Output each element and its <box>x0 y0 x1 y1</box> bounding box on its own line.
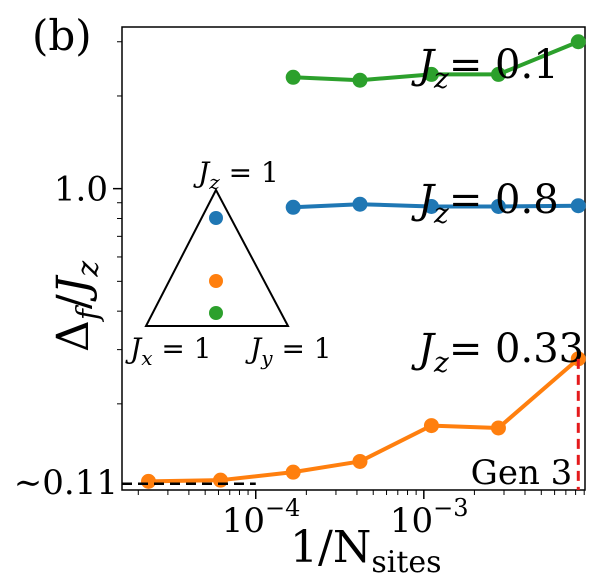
annotation-layer: ∼0.11 Gen 3 <box>14 358 580 503</box>
inset-left-label: Jx = 1 <box>125 332 212 370</box>
data-point <box>423 199 439 215</box>
inset-dot-green <box>209 306 223 320</box>
series-label: Jz= 0.8 <box>411 177 559 230</box>
series-layer: Jz= 0.1 Jz= 0.8 Jz= 0.33 <box>140 34 586 489</box>
data-point <box>213 472 229 488</box>
panel-label: (b) <box>32 11 92 60</box>
data-point <box>490 66 506 82</box>
series-1: Jz= 0.8 <box>285 177 586 230</box>
data-point <box>490 420 506 436</box>
inset-dot-orange <box>209 274 223 288</box>
data-point <box>352 72 368 88</box>
data-point <box>285 199 301 215</box>
data-point <box>285 69 301 85</box>
data-point <box>423 66 439 82</box>
inset-right-label: Jy = 1 <box>245 332 332 370</box>
data-point <box>285 464 301 480</box>
minor-ticks <box>117 41 585 495</box>
major-ticks: 10−4 10−3 1.0 <box>54 170 469 541</box>
series-label: Jz= 0.33 <box>411 326 584 379</box>
x-axis-label: 1/Nsites <box>290 522 442 580</box>
x-tick-label: 10−3 <box>390 494 469 541</box>
series-0: Jz= 0.1 <box>285 34 586 95</box>
y-tick-label: 1.0 <box>54 170 108 210</box>
inset-triangle-diagram: Jz = 1 Jx = 1 Jy = 1 <box>125 156 332 370</box>
x-tick-label: 10−4 <box>222 494 301 541</box>
data-point <box>140 473 156 489</box>
series-2: Jz= 0.33 <box>140 326 586 489</box>
y-annotation-label: ∼0.11 <box>14 463 118 503</box>
data-point <box>423 418 439 434</box>
inset-dot-blue <box>209 211 223 225</box>
gen-label: Gen 3 <box>471 453 573 493</box>
data-point <box>570 198 586 214</box>
y-axis-label: Δf/Jz <box>48 261 106 352</box>
inset-triangle <box>144 187 290 327</box>
data-point <box>352 453 368 469</box>
data-point <box>570 34 586 50</box>
data-point <box>352 196 368 212</box>
series-label: Jz= 0.1 <box>411 42 559 95</box>
inset-top-label: Jz = 1 <box>193 156 279 194</box>
data-point <box>490 199 506 215</box>
plot-frame <box>121 26 586 491</box>
